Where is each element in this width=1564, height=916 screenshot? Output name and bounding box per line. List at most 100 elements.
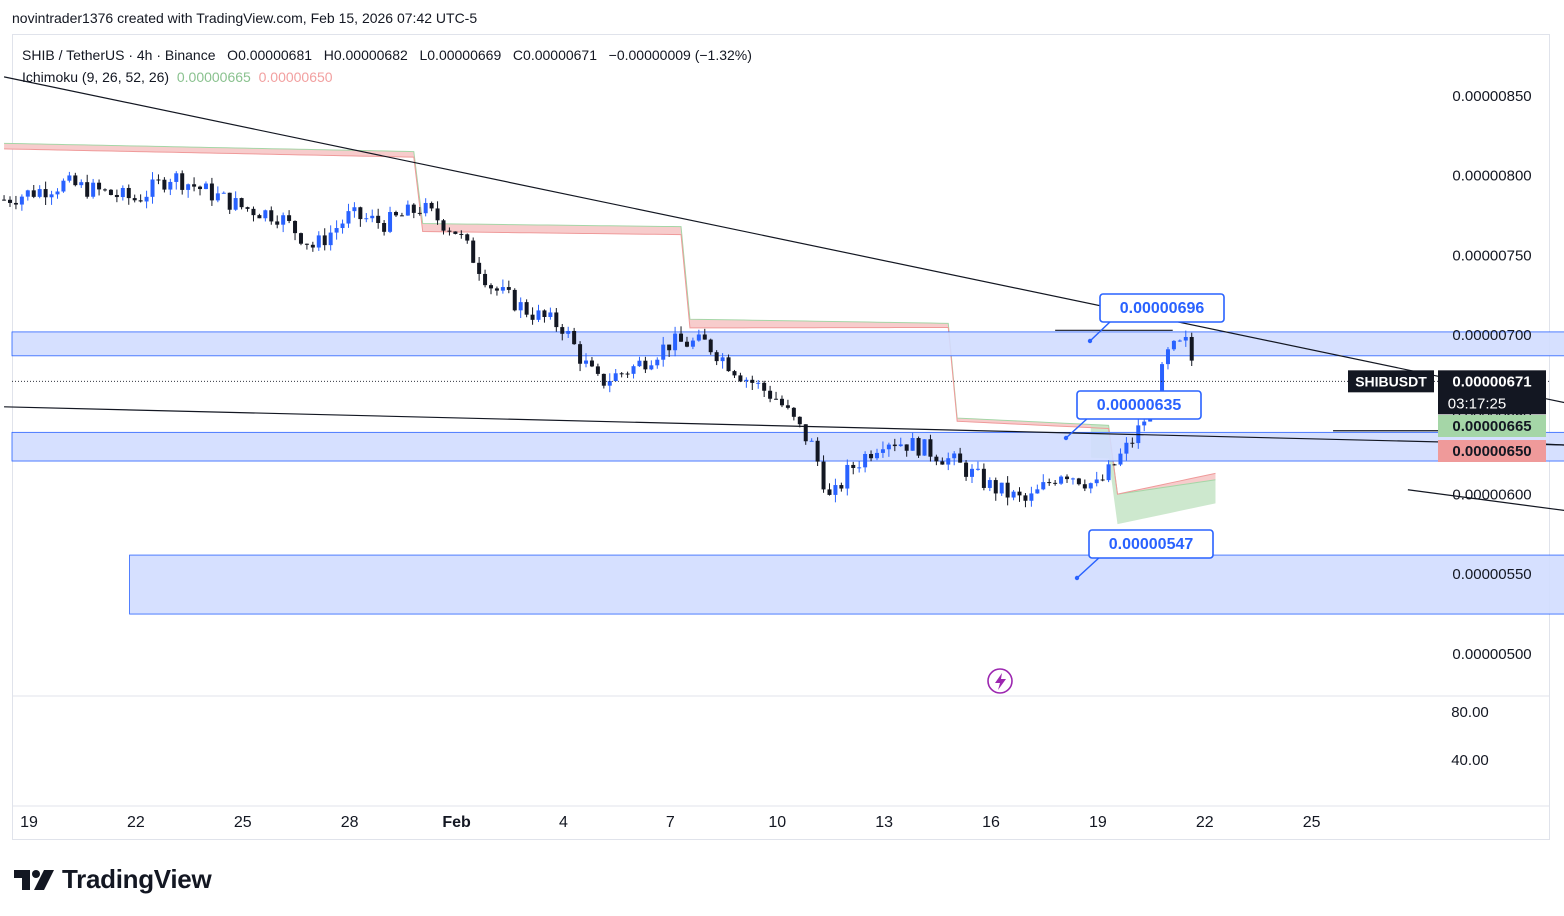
- candle-body: [1047, 482, 1052, 484]
- candle-body: [1076, 478, 1081, 485]
- tradingview-logo-icon: [14, 869, 54, 890]
- candle-body: [934, 456, 939, 462]
- candle-body: [79, 182, 84, 186]
- candle-body: [1130, 442, 1135, 444]
- span-b-tag: 0.00000650: [1452, 443, 1531, 460]
- candle-body: [958, 453, 963, 463]
- candle-body: [203, 183, 208, 190]
- candle-body: [358, 207, 363, 220]
- candle-body: [417, 212, 422, 214]
- candle-body: [1189, 336, 1194, 361]
- candle-body: [500, 287, 505, 291]
- chart-credit: novintrader1376 created with TradingView…: [12, 10, 478, 26]
- candle-body: [566, 330, 571, 334]
- candle-body: [138, 200, 143, 202]
- candle-body: [607, 381, 612, 386]
- candle-body: [779, 398, 784, 406]
- candle-body: [103, 189, 108, 191]
- candle-body: [869, 453, 874, 459]
- candle-body: [287, 215, 292, 221]
- candle-body: [435, 208, 440, 221]
- candle-body: [7, 199, 12, 203]
- candle-body: [1106, 464, 1111, 481]
- candle-body: [405, 204, 410, 216]
- x-tick-label: 7: [666, 814, 675, 831]
- candle-body: [310, 244, 315, 248]
- candle-body: [483, 273, 488, 286]
- candle-body: [257, 215, 262, 219]
- event-flash-glyph: [995, 673, 1006, 690]
- oscillator-tick-label: 80.00: [1451, 704, 1489, 721]
- candle-body: [293, 220, 298, 234]
- candle-body: [726, 357, 731, 372]
- candle-body: [904, 444, 909, 451]
- candle-body: [631, 366, 636, 374]
- high-label: H: [323, 47, 334, 63]
- callout-box: [1076, 390, 1202, 420]
- candle-body: [987, 480, 992, 488]
- candle-body: [364, 218, 369, 220]
- callout-box: [1088, 529, 1214, 559]
- x-tick-label: 25: [234, 814, 252, 831]
- span-b-value: 0.00000650: [258, 69, 333, 85]
- candle-body: [512, 289, 517, 311]
- candle-body: [548, 312, 553, 317]
- callout-anchor: [1087, 338, 1093, 344]
- candle-body: [328, 232, 333, 246]
- callout-pointer: [1065, 416, 1090, 439]
- candle-body: [221, 192, 226, 194]
- candle-body: [376, 215, 381, 223]
- oscillator-tick-label: 40.00: [1451, 752, 1489, 769]
- candle-body: [245, 207, 250, 209]
- candle-body: [1011, 491, 1016, 498]
- candle-body: [964, 462, 969, 477]
- x-tick-label: 22: [1196, 814, 1214, 831]
- candle-body: [55, 191, 60, 195]
- candle-body: [1142, 421, 1147, 426]
- candle-body: [762, 382, 767, 391]
- candle-body: [447, 230, 452, 232]
- candle-body: [999, 482, 1004, 494]
- indicator-name[interactable]: Ichimoku (9, 26, 52, 26): [22, 69, 170, 85]
- x-tick-label: 4: [559, 814, 568, 831]
- candle-body: [233, 198, 238, 210]
- candle-body: [886, 444, 891, 450]
- candle-body: [162, 179, 167, 190]
- candle-body: [684, 341, 689, 347]
- candle-body: [144, 196, 149, 202]
- candle-body: [263, 210, 268, 219]
- candle-body: [928, 439, 933, 457]
- candle-body: [613, 373, 618, 382]
- candle-body: [679, 333, 684, 342]
- candle-body: [453, 231, 458, 234]
- candle-body: [839, 485, 844, 489]
- ichimoku-cloud-bull: [1090, 424, 1216, 525]
- low-value: 0.00000669: [427, 47, 502, 63]
- callout-pointer: [1089, 319, 1113, 342]
- candle-body: [673, 333, 678, 351]
- candle-body: [25, 190, 30, 197]
- symbol-line[interactable]: SHIB / TetherUS · 4h · Binance: [22, 47, 216, 63]
- candle-body: [1059, 476, 1064, 484]
- candle-body: [530, 314, 535, 320]
- candle-body: [37, 189, 42, 197]
- candle-body: [803, 424, 808, 442]
- candle-body: [993, 480, 998, 494]
- candle-body: [524, 302, 529, 315]
- candle-body: [61, 180, 66, 192]
- candle-body: [1029, 493, 1034, 501]
- candle-body: [411, 204, 416, 213]
- candle-body: [108, 189, 113, 195]
- countdown-tag: 03:17:25: [1448, 395, 1506, 412]
- brand-name: TradingView: [62, 864, 212, 894]
- x-tick-label: 28: [341, 814, 359, 831]
- candle-body: [916, 438, 921, 456]
- chart-legend: SHIB / TetherUS · 4h · Binance O0.000006…: [22, 44, 752, 88]
- candle-body: [690, 340, 695, 347]
- candle-body: [423, 202, 428, 214]
- candle-body: [346, 211, 351, 224]
- candle-body: [981, 468, 986, 488]
- candle-body: [1053, 482, 1058, 484]
- x-tick-label: 19: [20, 814, 38, 831]
